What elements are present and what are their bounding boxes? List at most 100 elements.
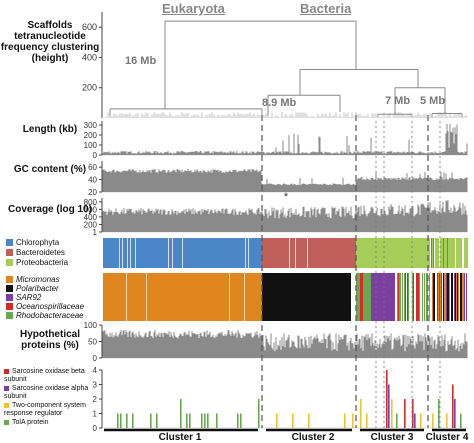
phylum-cell [175, 238, 176, 268]
genus-cell [298, 273, 299, 321]
phylum-cell [368, 238, 369, 268]
genus-cell [347, 273, 348, 321]
phylum-cell [134, 238, 135, 268]
genus-cell [452, 273, 453, 321]
genes-tick-label: 3 [93, 381, 98, 390]
genus-cell [133, 273, 134, 321]
genus-cell [342, 273, 343, 321]
genus-cell [230, 273, 231, 321]
phylum-cell [137, 238, 138, 268]
phylum-cell [272, 238, 273, 268]
genus-cell [344, 273, 345, 321]
phylum-cell [334, 238, 335, 268]
phylum-cell [143, 238, 144, 268]
phylum-cell [208, 238, 209, 268]
phylum-cell [118, 238, 119, 268]
phylum-cell [225, 238, 226, 268]
phylum-cell [234, 238, 235, 268]
phylum-cell [346, 238, 347, 268]
phylum-cell [205, 238, 206, 268]
mb-label-cluster3: 7 Mb [385, 95, 411, 107]
cluster-label-2: Cluster 2 [291, 432, 335, 443]
phylum-cell [133, 238, 134, 268]
phylum-cell [340, 238, 341, 268]
phylum-cell [412, 238, 413, 268]
cluster-dividers [261, 114, 441, 428]
genus-cell [150, 273, 151, 321]
phylum-cell [235, 238, 236, 268]
genus-cell [160, 273, 161, 321]
phylum-cell [321, 238, 322, 268]
phylum-cell [179, 238, 180, 268]
genus-cell [455, 273, 456, 321]
phylum-cell [397, 238, 398, 268]
phylum-cell [401, 238, 402, 268]
genus-cell [448, 273, 449, 321]
phylum-cell [422, 238, 423, 268]
phylum-cell [193, 238, 194, 268]
genus-cell [336, 273, 337, 321]
genus-cell [216, 273, 217, 321]
phylum-cell [147, 238, 148, 268]
phylum-cell [116, 238, 117, 268]
genus-cell [259, 273, 260, 321]
phylum-cell [324, 238, 325, 268]
gene-bar [216, 413, 218, 428]
genus-cell [374, 273, 375, 321]
phylum-cell [292, 238, 293, 268]
coverage-tick-label: 400 [84, 213, 98, 222]
phylum-cell [391, 238, 392, 268]
genus-cell [148, 273, 149, 321]
phylum-cell [250, 238, 251, 268]
genus-cell [179, 273, 180, 321]
gene-bar [352, 413, 354, 428]
phylum-cell [269, 238, 270, 268]
genus-cell [245, 273, 246, 321]
dendrogram-cluster34-branch [394, 87, 446, 115]
phylum-cell [241, 238, 242, 268]
phylum-cell [351, 238, 352, 268]
genus-cell [131, 273, 132, 321]
phylum-cell [252, 238, 253, 268]
phylum-cell [130, 238, 131, 268]
genus-cell [316, 273, 317, 321]
genus-cell [180, 273, 181, 321]
phylum-cell [290, 238, 291, 268]
legend-item-sarcosine-beta: Sarcosine oxidase beta subunit [4, 368, 96, 384]
genus-cell [237, 273, 238, 321]
phylum-cell [419, 238, 420, 268]
phylum-cell [149, 238, 150, 268]
phylum-cell [299, 238, 300, 268]
genus-cell [330, 273, 331, 321]
swatch-polaribacter [6, 285, 13, 292]
phylum-cell [128, 238, 129, 268]
genus-cell [119, 273, 120, 321]
phylum-cell [454, 238, 455, 268]
genus-cell [275, 273, 276, 321]
phylum-cell [150, 238, 151, 268]
phylum-cell [223, 238, 224, 268]
phylum-cell [404, 238, 405, 268]
legend-text-sarcosine-beta: Sarcosine oxidase beta subunit [4, 368, 85, 383]
genus-cell [234, 273, 235, 321]
phylum-cell [307, 238, 308, 268]
genus-cell [266, 273, 267, 321]
phylum-cell [383, 238, 384, 268]
phylum-cell [129, 238, 130, 268]
phylum-cell [144, 238, 145, 268]
phylum-cell [141, 238, 142, 268]
phylum-cell [376, 238, 377, 268]
genus-cell [264, 273, 265, 321]
genus-cell [221, 273, 222, 321]
phylum-cell [117, 238, 118, 268]
legend-item-polaribacter: Polaribacter [6, 284, 59, 293]
phylum-cell [115, 238, 116, 268]
phylum-cell [111, 238, 112, 268]
length-label: Length (kb) [22, 124, 78, 135]
phylum-cell [222, 238, 223, 268]
genus-cell [331, 273, 332, 321]
genus-cell [176, 273, 177, 321]
genus-cell [165, 273, 166, 321]
coverage-bars [102, 200, 468, 232]
genus-cell [406, 273, 407, 321]
